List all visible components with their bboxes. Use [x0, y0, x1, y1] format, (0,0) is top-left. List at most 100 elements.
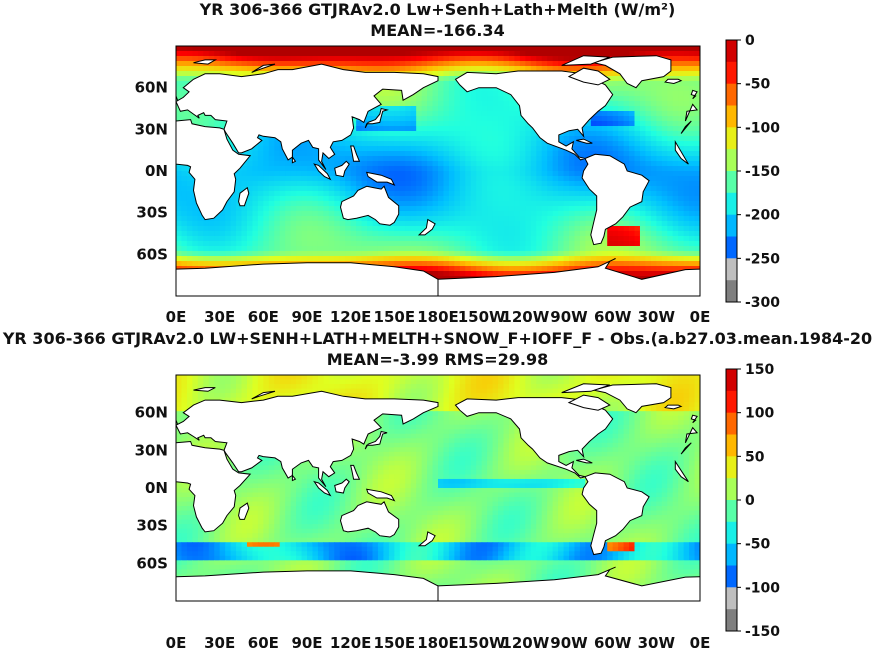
y-tick-label: 30N [135, 441, 168, 459]
colorbar-segment [726, 61, 737, 85]
colorbar-segment [726, 105, 737, 128]
land-uk [176, 89, 698, 101]
land-baffin [567, 67, 611, 86]
land-sumatra [313, 480, 332, 497]
colorbar-tick-label: 100 [745, 406, 774, 422]
land-srilanka [291, 473, 297, 482]
x-tick-label: 120W [501, 634, 549, 652]
land-cuba [576, 138, 593, 144]
x-tick-label: 30E [204, 634, 235, 652]
x-tick-label: 150E [374, 634, 416, 652]
x-tick-label: 0E [690, 634, 711, 652]
y-tick-label: 0N [145, 162, 168, 180]
x-tick-label: 30W [638, 634, 676, 652]
land-japan [364, 107, 389, 129]
land-antarctica [176, 570, 439, 601]
land-iceland [664, 78, 683, 85]
land-southamerica [581, 153, 650, 246]
colorbar-tick-label: -100 [745, 580, 780, 596]
x-tick-label: 180E [417, 634, 459, 652]
colorbar-segment [726, 543, 737, 566]
land-uk [176, 414, 698, 425]
land-svalbard [193, 387, 216, 392]
colorbar-tick-label: 0 [745, 493, 755, 509]
landmasses [176, 383, 700, 601]
x-tick-label: 150W [458, 308, 506, 326]
x-tick-label: 120W [501, 308, 549, 326]
land-japan [364, 430, 388, 450]
x-tick-label: 0E [166, 634, 187, 652]
colorbar: 150 100 50 0 -50 -100 -150 [725, 362, 780, 640]
land-africa [176, 119, 692, 221]
colorbar-tick-label: -200 [745, 208, 780, 224]
land-australia [339, 500, 400, 538]
x-tick-label: 150E [374, 308, 416, 326]
colorbar-segment [726, 236, 737, 259]
map-frame [175, 45, 701, 297]
colorbar-segment [726, 478, 737, 501]
x-tick-label: 90E [291, 634, 322, 652]
colorbar-segment [726, 565, 737, 588]
y-tick-label: 30N [135, 120, 168, 138]
map-frame [175, 374, 701, 602]
land-novayazemlya [251, 390, 276, 400]
land-svalbard [193, 59, 218, 65]
colorbar-segment [726, 280, 737, 303]
land-philippines [350, 464, 361, 480]
land-madagascar [238, 186, 250, 207]
land-newzealand [417, 218, 436, 236]
x-tick-label: 120E [330, 634, 372, 652]
land-philippines [350, 145, 361, 162]
colorbar-segment [726, 434, 737, 457]
land-southamerica [581, 472, 650, 556]
colorbar-tick-label: -50 [745, 77, 771, 93]
colorbar-segment [726, 390, 737, 414]
land-borneo [334, 478, 350, 494]
y-tick-label: 0N [145, 479, 168, 497]
bottom-chart-subtitle: MEAN=-3.99 RMS=29.98 [326, 350, 549, 369]
land-ellesmere [561, 383, 610, 394]
colorbar-segment [726, 521, 737, 545]
top-chart-subtitle: MEAN=-166.34 [370, 21, 505, 40]
colorbar-tick-label: -300 [745, 295, 780, 311]
bottom-chart-title: YR 306-366 GTJRAv2.0 LW+SENH+LATH+MELTH+… [2, 329, 873, 348]
colorbar-tick-label: -100 [745, 120, 780, 136]
colorbar-segment [726, 258, 737, 281]
colorbar-segment [726, 83, 737, 106]
x-tick-label: 90E [291, 308, 322, 326]
colorbar-segment [726, 456, 737, 479]
land-iceland [663, 404, 683, 410]
x-tick-label: 180E [417, 308, 459, 326]
colorbar-segment [726, 587, 737, 610]
y-tick-label: 60N [135, 79, 168, 97]
x-tick-label: 150W [458, 634, 506, 652]
x-tick-label: 30W [638, 308, 676, 326]
x-tick-label: 60E [248, 308, 279, 326]
land-novayazemlya [251, 63, 276, 73]
x-tick-label: 60W [594, 308, 632, 326]
colorbar-tick-label: -50 [745, 537, 771, 553]
x-tick-label: 90W [550, 634, 588, 652]
x-tick-label: 0E [166, 308, 187, 326]
colorbar-segment [726, 171, 737, 194]
colorbar-segment [726, 412, 737, 435]
colorbar-segment [726, 127, 737, 150]
land-newguinea [365, 488, 396, 502]
x-tick-label: 120E [330, 308, 372, 326]
land-africa [176, 440, 692, 533]
land-cuba [576, 458, 593, 464]
land-antarctica [176, 262, 439, 296]
colorbar-segment [726, 500, 737, 523]
x-tick-label: 60E [248, 634, 279, 652]
colorbar-segment [726, 192, 737, 216]
land-madagascar [238, 502, 250, 520]
y-tick-label: 60S [136, 245, 168, 263]
land-greenland [593, 383, 672, 414]
x-tick-label: 0E [690, 308, 711, 326]
colorbar-tick-label: 0 [745, 33, 755, 49]
colorbar-segment [726, 609, 737, 632]
colorbar-segment [726, 369, 737, 392]
land-australia [339, 185, 400, 226]
